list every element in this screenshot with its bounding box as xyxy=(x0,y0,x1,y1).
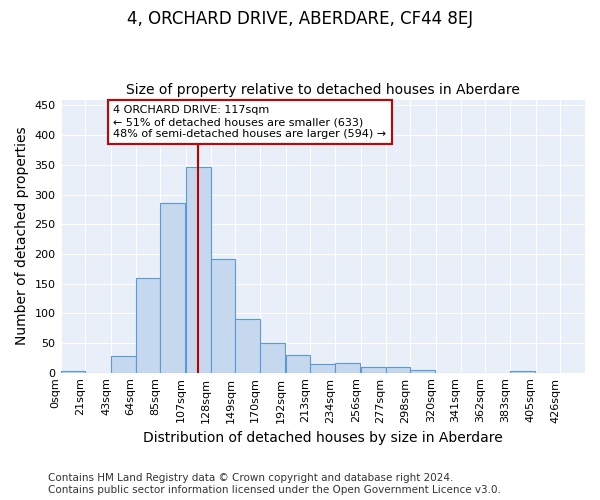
Bar xyxy=(335,362,360,372)
Text: 4 ORCHARD DRIVE: 117sqm
← 51% of detached houses are smaller (633)
48% of semi-d: 4 ORCHARD DRIVE: 117sqm ← 51% of detache… xyxy=(113,106,386,138)
Bar xyxy=(235,319,260,372)
Text: 4, ORCHARD DRIVE, ABERDARE, CF44 8EJ: 4, ORCHARD DRIVE, ABERDARE, CF44 8EJ xyxy=(127,10,473,28)
Bar xyxy=(361,366,386,372)
Bar xyxy=(410,370,435,372)
Bar xyxy=(61,371,85,372)
Y-axis label: Number of detached properties: Number of detached properties xyxy=(15,127,29,346)
Bar xyxy=(186,166,211,372)
X-axis label: Distribution of detached houses by size in Aberdare: Distribution of detached houses by size … xyxy=(143,431,503,445)
Bar xyxy=(386,366,410,372)
Bar xyxy=(111,356,136,372)
Bar xyxy=(286,355,310,372)
Text: Contains HM Land Registry data © Crown copyright and database right 2024.
Contai: Contains HM Land Registry data © Crown c… xyxy=(48,474,501,495)
Bar xyxy=(160,204,185,372)
Bar xyxy=(310,364,335,372)
Bar xyxy=(260,343,284,372)
Title: Size of property relative to detached houses in Aberdare: Size of property relative to detached ho… xyxy=(126,83,520,97)
Bar xyxy=(136,278,160,372)
Bar xyxy=(510,371,535,372)
Bar xyxy=(211,258,235,372)
